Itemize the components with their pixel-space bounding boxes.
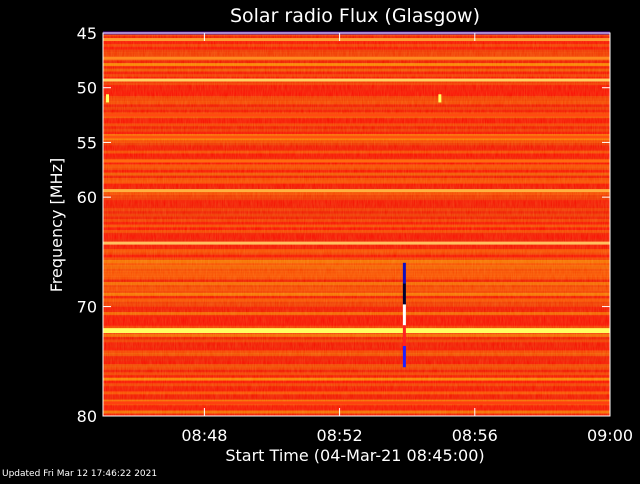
frequency-band bbox=[103, 135, 610, 139]
frequency-band bbox=[103, 241, 610, 245]
y-tick-label: 70 bbox=[77, 298, 97, 317]
plot-frame bbox=[102, 32, 611, 417]
frequency-band bbox=[103, 113, 610, 117]
burst-segment bbox=[402, 304, 406, 326]
y-axis-label: Frequency [MHz] bbox=[47, 158, 66, 292]
spectrogram-noise bbox=[103, 33, 610, 416]
plot-area bbox=[102, 31, 611, 417]
burst-segment bbox=[106, 94, 110, 103]
x-axis-label: Start Time (04-Mar-21 08:45:00) bbox=[225, 446, 484, 465]
frequency-band bbox=[103, 159, 610, 163]
y-tick-label: 80 bbox=[77, 407, 97, 426]
y-tick-label: 50 bbox=[77, 79, 97, 98]
footer-updated-text: Updated Fri Mar 12 17:46:22 2021 bbox=[2, 469, 158, 479]
frequency-band bbox=[103, 56, 610, 60]
frequency-band bbox=[103, 401, 610, 405]
burst-segment bbox=[402, 262, 406, 285]
x-axis-ticks: 08:48 08:52 08:56 09:00 bbox=[181, 33, 633, 445]
y-tick-label: 55 bbox=[77, 133, 97, 152]
chart-title: Solar radio Flux (Glasgow) bbox=[230, 5, 480, 27]
frequency-band bbox=[103, 328, 610, 334]
x-tick-label: 09:00 bbox=[587, 426, 633, 445]
y-tick-label: 60 bbox=[77, 188, 97, 207]
y-tick-label: 45 bbox=[77, 24, 97, 43]
x-tick-label: 08:56 bbox=[452, 426, 498, 445]
burst-segment bbox=[402, 325, 406, 347]
x-tick-label: 08:48 bbox=[181, 426, 227, 445]
frequency-band bbox=[103, 38, 610, 42]
frequency-band bbox=[103, 78, 610, 82]
burst-segment bbox=[402, 345, 406, 368]
x-tick-label: 08:52 bbox=[317, 426, 363, 445]
burst-segment bbox=[402, 283, 406, 305]
burst-segment bbox=[438, 94, 442, 103]
frequency-band bbox=[103, 189, 610, 193]
y-axis-ticks: 45 50 55 60 70 80 bbox=[77, 24, 610, 426]
